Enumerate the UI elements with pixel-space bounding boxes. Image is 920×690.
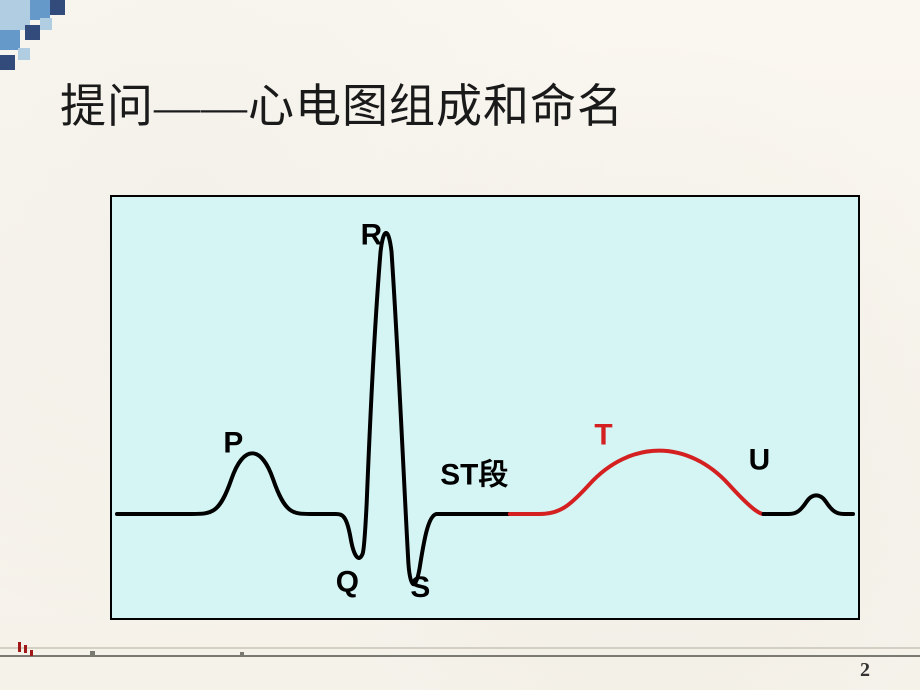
bottom-decoration xyxy=(0,642,920,672)
slide: 提问——心电图组成和命名 R P Q S ST段 T U xyxy=(0,0,920,690)
page-number: 2 xyxy=(860,659,870,682)
slide-title: 提问——心电图组成和命名 xyxy=(60,70,624,136)
corner-decoration xyxy=(0,0,120,80)
ecg-diagram: R P Q S ST段 T U xyxy=(110,195,860,620)
label-u: U xyxy=(749,443,771,476)
label-st: ST段 xyxy=(440,457,508,491)
label-s: S xyxy=(410,571,430,604)
label-t: T xyxy=(594,419,612,452)
label-p: P xyxy=(223,427,243,460)
diagram-background xyxy=(112,197,858,618)
label-r: R xyxy=(361,219,383,252)
label-q: Q xyxy=(336,565,359,598)
